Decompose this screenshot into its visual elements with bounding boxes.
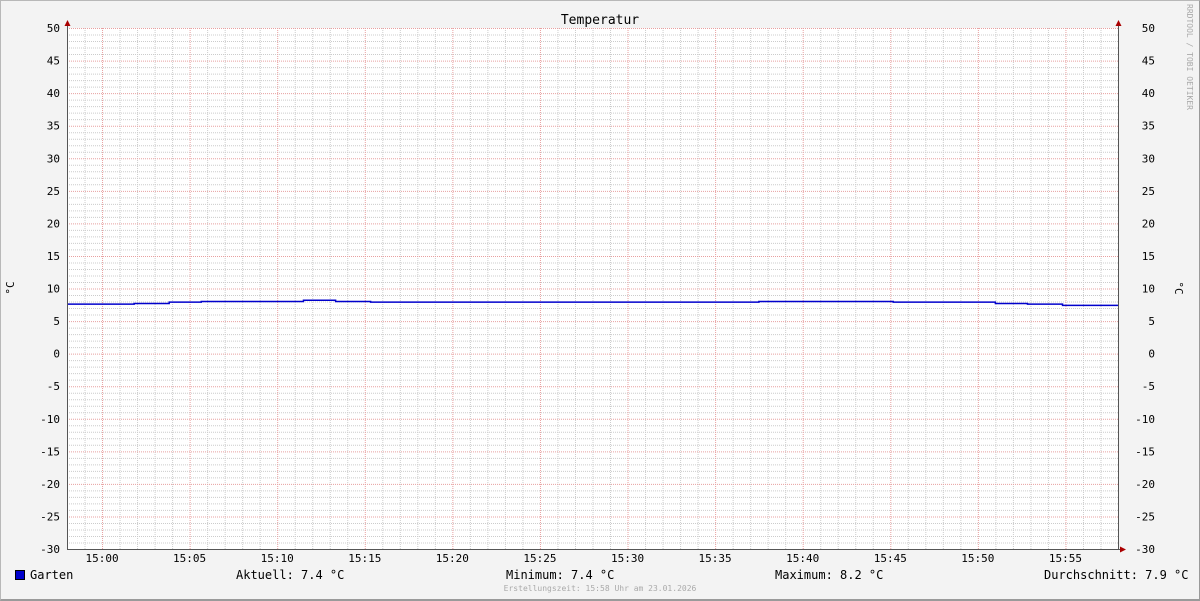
y-tick-label-right: 30: [1142, 152, 1155, 165]
y-tick-label-left: 25: [47, 185, 60, 198]
x-tick-label: 15:30: [611, 552, 644, 565]
x-tick-label: 15:05: [173, 552, 206, 565]
y-axis-label-left: °C: [4, 281, 17, 294]
y-tick-label-right: -15: [1135, 445, 1155, 458]
stat-current: Aktuell: 7.4 °C: [236, 568, 345, 582]
arrow-up-icon: [64, 20, 71, 26]
y-tick-label-right: 45: [1142, 55, 1155, 68]
x-tick-label: 15:40: [786, 552, 819, 565]
y-tick-label-right: 0: [1148, 348, 1155, 361]
y-tick-label-left: 50: [47, 22, 60, 35]
y-tick-label-left: -20: [40, 478, 60, 491]
x-tick-label: 15:50: [961, 552, 994, 565]
y-tick-label-right: 20: [1142, 217, 1155, 230]
arrow-right-icon: [1120, 546, 1126, 553]
y-tick-label-right: 40: [1142, 87, 1155, 100]
y-tick-label-right: -30: [1135, 543, 1155, 556]
x-tick-label: 15:55: [1049, 552, 1082, 565]
x-tick-label: 15:25: [523, 552, 556, 565]
stat-minimum: Minimum: 7.4 °C: [506, 568, 615, 582]
y-tick-label-left: 0: [53, 348, 60, 361]
y-tick-label-left: 45: [47, 55, 60, 68]
y-tick-label-left: -25: [40, 510, 60, 523]
y-tick-label-right: 25: [1142, 185, 1155, 198]
stat-average: Durchschnitt: 7.9 °C: [1044, 568, 1189, 582]
series-line-garten: [67, 299, 1118, 307]
legend-swatch-garten: [15, 570, 25, 580]
watermark: RRDTOOL / TOBI OETIKER: [1185, 4, 1194, 110]
y-tick-label-right: 50: [1142, 22, 1155, 35]
x-tick-label: 15:20: [436, 552, 469, 565]
y-tick-label-right: 5: [1148, 315, 1155, 328]
y-tick-label-left: -10: [40, 413, 60, 426]
y-tick-label-right: 15: [1142, 250, 1155, 263]
y-tick-label-left: -5: [47, 380, 60, 393]
y-tick-label-left: -30: [40, 543, 60, 556]
arrow-up-icon: [1115, 20, 1122, 26]
y-tick-label-left: 35: [47, 120, 60, 133]
x-tick-label: 15:00: [85, 552, 118, 565]
x-tick-label: 15:10: [261, 552, 294, 565]
y-tick-label-left: 10: [47, 283, 60, 296]
y-tick-label-left: 30: [47, 152, 60, 165]
x-tick-label: 15:15: [348, 552, 381, 565]
y-tick-label-left: 40: [47, 87, 60, 100]
y-tick-label-right: -5: [1142, 380, 1155, 393]
y-tick-label-right: 35: [1142, 120, 1155, 133]
y-tick-label-left: 5: [53, 315, 60, 328]
y-tick-label-right: -25: [1135, 510, 1155, 523]
x-tick-label: 15:35: [699, 552, 732, 565]
y-tick-label-left: 20: [47, 217, 60, 230]
y-tick-label-right: -20: [1135, 478, 1155, 491]
y-tick-label-left: 15: [47, 250, 60, 263]
y-tick-label-right: -10: [1135, 413, 1155, 426]
chart-title: Temperatur: [561, 13, 639, 28]
y-axis-label-right: °C: [1172, 281, 1185, 294]
stat-maximum: Maximum: 8.2 °C: [775, 568, 884, 582]
legend-label-garten: Garten: [30, 568, 74, 582]
y-tick-label-left: -15: [40, 445, 60, 458]
x-tick-label: 15:45: [874, 552, 907, 565]
y-tick-label-right: 10: [1142, 283, 1155, 296]
creation-time: Erstellungszeit: 15:58 Uhr am 23.01.2026: [503, 584, 697, 593]
